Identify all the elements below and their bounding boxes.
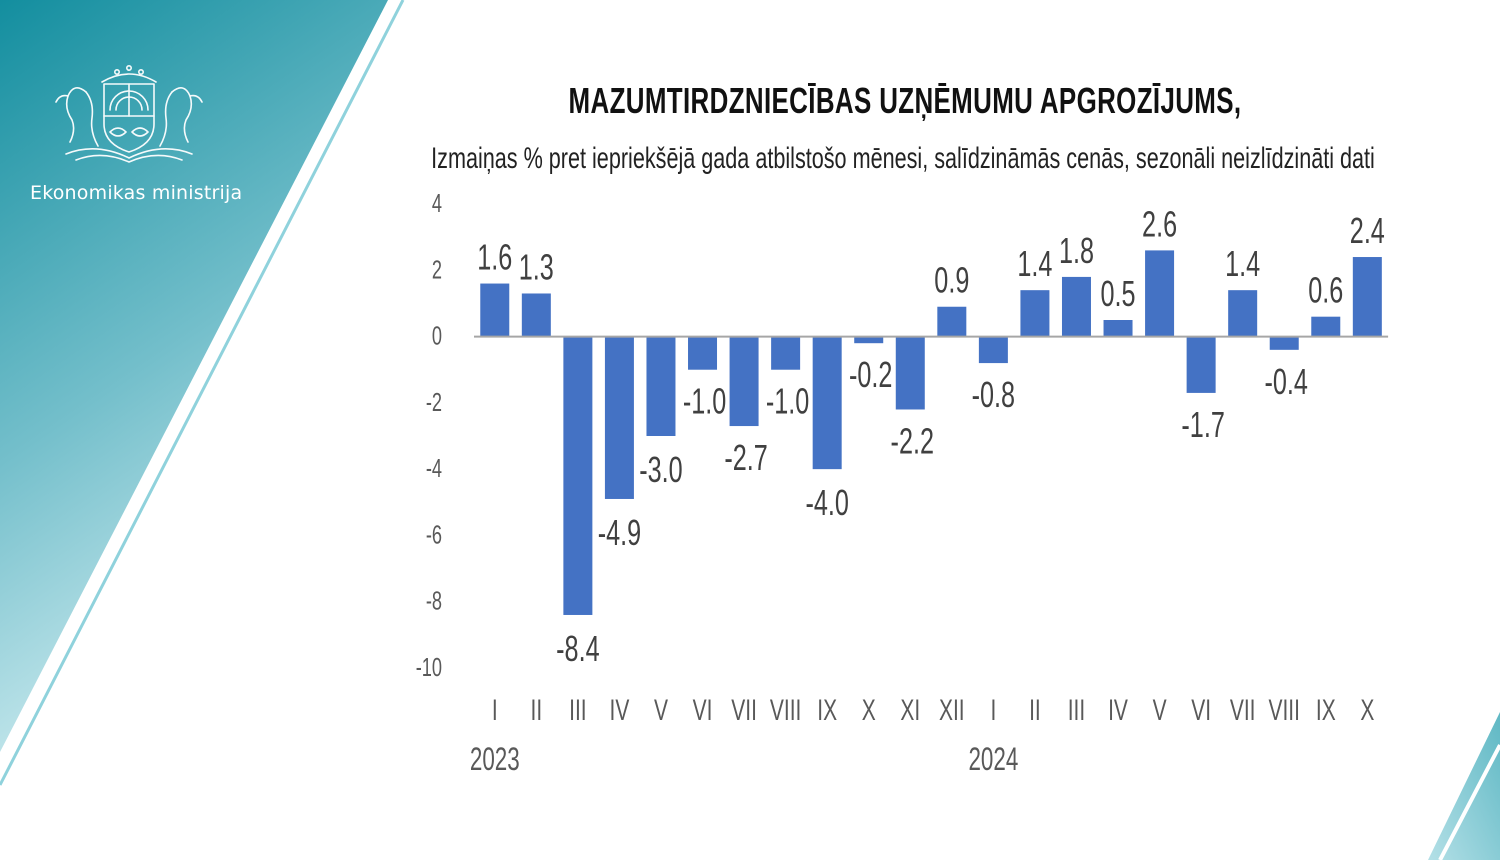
bar (1061, 276, 1091, 337)
x-tick-label: III (1068, 695, 1085, 727)
bar (937, 306, 967, 337)
x-tick-label: III (569, 695, 586, 727)
y-tick-label: 4 (432, 189, 442, 218)
chart-title: MAZUMTIRDZNIECĪBAS UZŅĒMUMU APGROZĪJUMS, (568, 80, 1242, 121)
data-label: 1.3 (519, 247, 554, 288)
bar (480, 283, 510, 337)
data-label: 1.6 (477, 237, 512, 278)
data-label: -2.7 (724, 438, 767, 479)
bar (1145, 250, 1175, 337)
y-tick-label: -8 (426, 587, 442, 616)
x-tick-label: IX (1316, 695, 1336, 727)
x-tick-label: I (990, 695, 996, 727)
year-labels: 2023 2024 (470, 741, 1018, 777)
bar (646, 336, 676, 436)
x-tick-label: VIII (1268, 695, 1299, 727)
data-label: 1.4 (1017, 244, 1052, 285)
corner-teal-accent (1428, 712, 1500, 860)
data-label: 0.6 (1308, 270, 1343, 311)
data-label: -0.2 (849, 355, 892, 396)
bar (978, 336, 1008, 364)
data-label: -0.8 (972, 375, 1015, 416)
data-label: 1.4 (1225, 244, 1260, 285)
year-label: 2024 (968, 741, 1018, 777)
y-tick-label: 2 (432, 255, 442, 284)
data-label: -2.2 (891, 421, 934, 462)
data-label: 1.8 (1059, 230, 1094, 271)
x-tick-label: IV (610, 695, 630, 727)
bar (1311, 316, 1341, 337)
x-tick-label: IX (817, 695, 837, 727)
x-tick-label: V (654, 695, 669, 727)
bar (604, 336, 634, 499)
x-tick-label: X (1360, 695, 1374, 727)
data-label: -1.0 (766, 381, 809, 422)
data-label: -4.0 (805, 483, 848, 524)
x-tick-label: VI (693, 695, 713, 727)
bar (895, 336, 925, 410)
bar (729, 336, 759, 427)
data-labels: 1.6 1.3-8.4-4.9-3.0-1.0-2.7-1.0-4.0-0.2-2… (477, 204, 1385, 669)
data-label: -0.4 (1265, 361, 1308, 402)
ministry-name: Ekonomikas ministrija (30, 182, 243, 204)
bar (521, 293, 551, 337)
x-tick-label: VII (731, 695, 757, 727)
x-tick-label: X (862, 695, 876, 727)
x-tick-label: II (530, 695, 542, 727)
data-label: 0.5 (1101, 274, 1136, 315)
y-tick-label: -10 (416, 653, 442, 682)
bars (480, 250, 1382, 615)
y-tick-label: -4 (426, 454, 442, 483)
x-tick-label: VIII (770, 695, 801, 727)
bar (1269, 336, 1299, 350)
year-label: 2023 (470, 741, 520, 777)
chart-subtitle: Izmaiņas % pret iepriekšējā gada atbilst… (431, 142, 1375, 175)
bar (1228, 290, 1258, 337)
bar (1186, 336, 1216, 393)
data-label: -8.4 (556, 629, 599, 670)
bar (1352, 257, 1382, 337)
x-tick-label: XII (939, 695, 965, 727)
latvia-coat-of-arms-icon (55, 64, 203, 163)
x-axis-labels: I II III IV V VI VII VIII IX X XI XII I II III IV V VI VII… (492, 695, 1374, 727)
y-tick-label: -2 (426, 388, 442, 417)
data-label: 2.4 (1350, 211, 1385, 252)
bar (563, 336, 593, 615)
y-axis-labels: 4 2 0 -2 -4 -6 -8 -10 (416, 189, 442, 682)
bar (812, 336, 842, 470)
data-label: -3.0 (639, 450, 682, 491)
y-tick-label: 0 (432, 321, 442, 350)
bar (688, 336, 718, 370)
x-tick-label: IV (1108, 695, 1128, 727)
y-tick-label: -6 (426, 520, 442, 549)
x-tick-label: V (1153, 695, 1168, 727)
x-tick-label: VII (1230, 695, 1256, 727)
diagonal-stripe (0, 0, 405, 786)
data-label: -1.0 (683, 381, 726, 422)
bar (1020, 290, 1050, 337)
x-tick-label: XI (900, 695, 920, 727)
x-tick-label: I (492, 695, 498, 727)
x-tick-label: VI (1191, 695, 1211, 727)
corner-stripe (1438, 744, 1500, 860)
data-label: -1.7 (1181, 404, 1224, 445)
left-teal-panel (0, 0, 388, 752)
bar (1103, 320, 1133, 337)
data-label: 2.6 (1142, 204, 1177, 245)
bar (854, 336, 884, 344)
data-label: 0.9 (934, 260, 969, 301)
data-label: -4.9 (598, 513, 641, 554)
bar (771, 336, 801, 370)
x-tick-label: II (1029, 695, 1041, 727)
